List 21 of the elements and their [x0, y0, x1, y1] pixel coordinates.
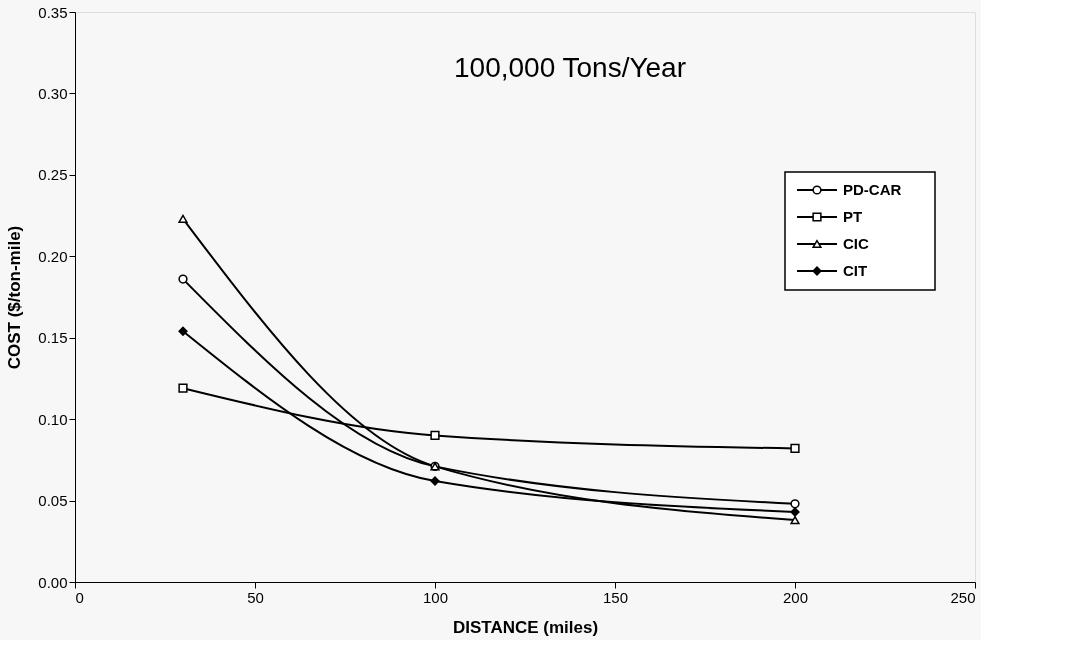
x-tick-label: 100 [422, 588, 449, 606]
y-tick-label: 0.25 [38, 166, 68, 184]
legend-label: CIC [843, 235, 869, 252]
legend-label: PD-CAR [843, 181, 902, 198]
legend-label: CIT [843, 262, 868, 279]
y-tick-label: 0.15 [38, 329, 68, 347]
x-tick-label: 50 [247, 588, 264, 606]
y-tick-label: 0.10 [38, 410, 68, 428]
y-tick-label: 0.05 [38, 492, 68, 510]
x-tick-label: 250 [950, 588, 976, 606]
x-tick-label: 0 [75, 588, 84, 606]
y-axis-title: COST ($/ton-mile) [5, 225, 25, 370]
y-tick-label: 0.35 [38, 3, 68, 21]
y-tick-label: 0.00 [38, 573, 68, 591]
text: 100,000 Tons/Year [454, 52, 686, 83]
legend-label: PT [843, 208, 863, 225]
y-tick-label: 0.30 [38, 84, 68, 102]
x-tick-label: 200 [782, 588, 809, 606]
y-tick-label: 0.20 [38, 247, 68, 265]
x-axis-title: DISTANCE (miles) [452, 617, 599, 637]
x-tick-label: 150 [602, 588, 629, 606]
